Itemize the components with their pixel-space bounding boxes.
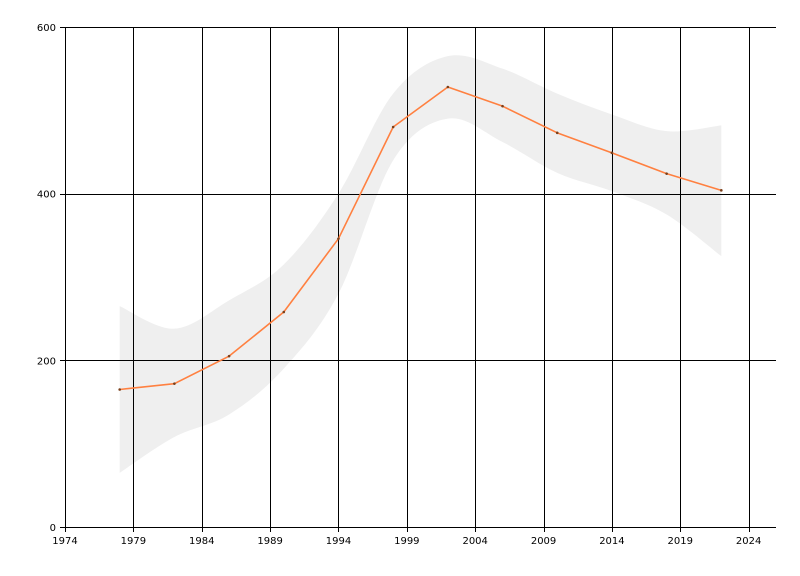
x-tick-label: 2014 [599, 536, 624, 547]
data-point [720, 189, 723, 192]
data-point-layer [118, 85, 723, 391]
y-tick-label: 200 [37, 356, 56, 367]
data-point [610, 151, 614, 155]
data-point [118, 388, 121, 391]
axis-layer [60, 27, 776, 532]
confidence-band [119, 55, 722, 473]
data-point [173, 382, 176, 385]
x-tick-label: 1979 [121, 536, 146, 547]
x-tick-label: 1974 [52, 536, 77, 547]
x-tick-label: 1999 [394, 536, 419, 547]
x-tick-label: 1994 [326, 536, 351, 547]
data-point [391, 125, 395, 129]
data-point [501, 104, 504, 108]
x-tick-label: 2019 [668, 536, 693, 547]
x-tick-label: 1989 [257, 536, 282, 547]
grid-layer [65, 27, 776, 527]
data-point [282, 310, 286, 314]
tick-label-layer: 1974 1979 1984 1989 1994 1999 2004 2009 2014 2019… [37, 23, 761, 547]
data-point [446, 85, 450, 89]
y-tick-label: 0 [50, 523, 56, 534]
data-point [227, 354, 231, 358]
series-line-layer [119, 86, 722, 391]
y-tick-label: 400 [37, 190, 56, 201]
data-point [665, 172, 668, 175]
data-point [337, 237, 340, 240]
y-tick-label: 600 [37, 23, 56, 34]
series-line [119, 86, 722, 391]
data-point [555, 131, 559, 135]
x-tick-label: 2024 [736, 536, 761, 547]
x-tick-label: 2009 [531, 536, 556, 547]
x-tick-label: 1984 [189, 536, 214, 547]
x-tick-label: 2004 [462, 536, 487, 547]
confidence-band-layer [119, 55, 722, 473]
